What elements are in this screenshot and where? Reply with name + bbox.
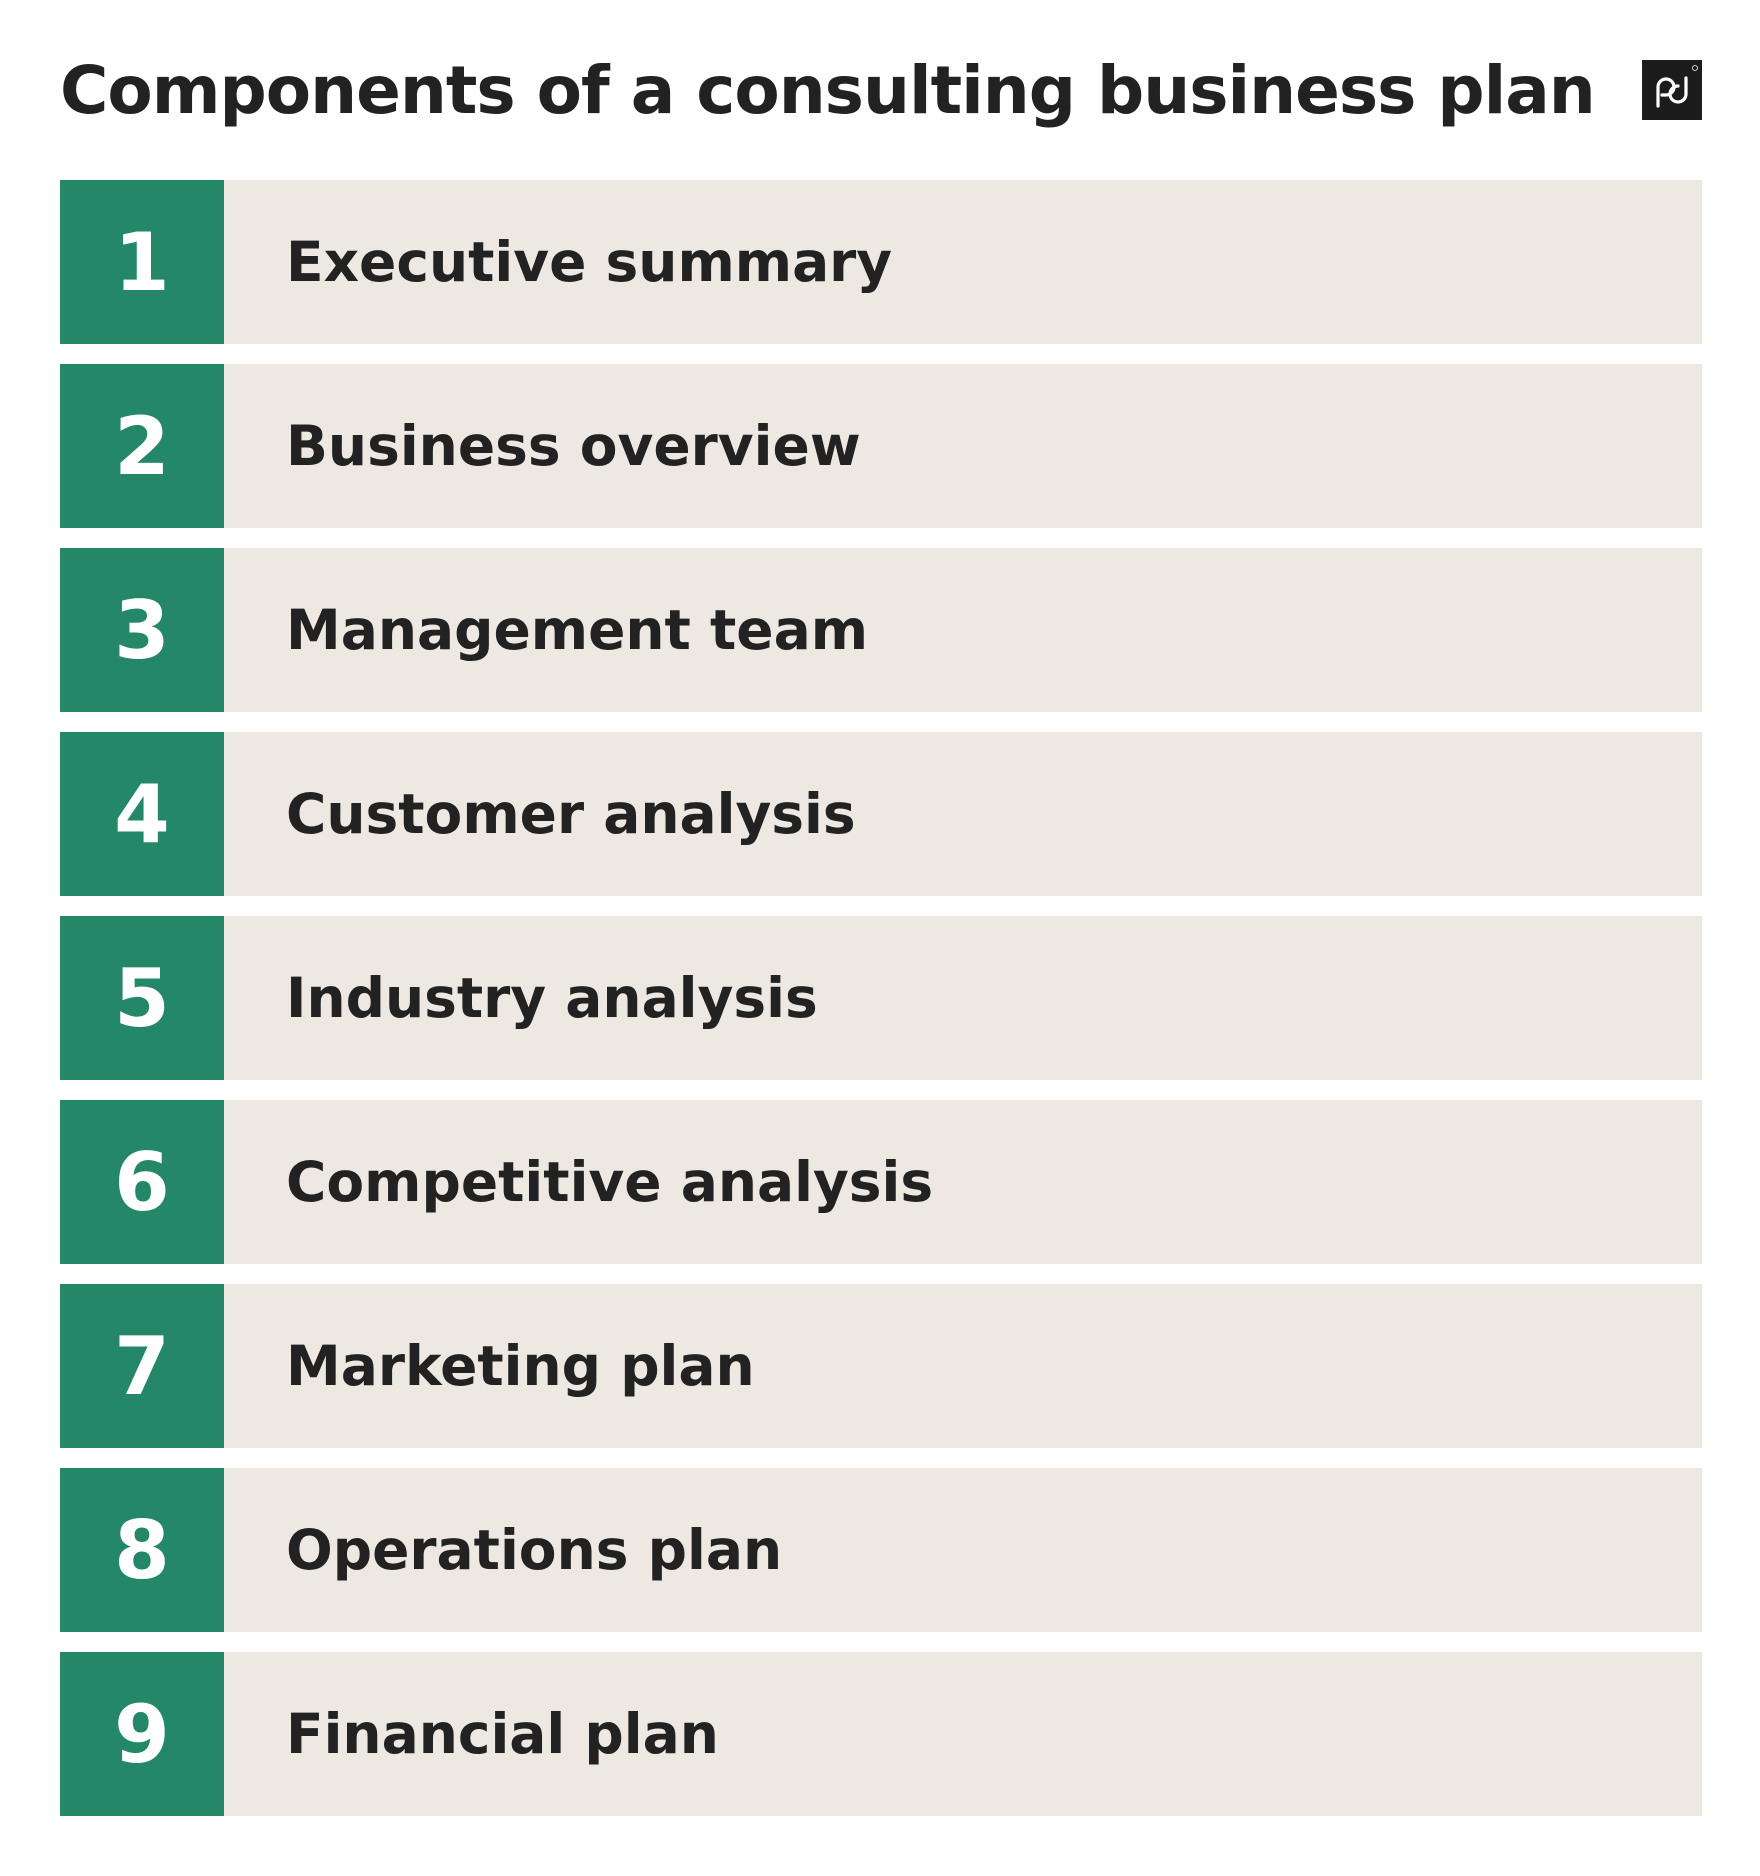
list-item: 6 Competitive analysis xyxy=(60,1100,1702,1264)
item-label-box: Management team xyxy=(224,548,1702,712)
item-number: 7 xyxy=(60,1284,224,1448)
item-label: Financial plan xyxy=(286,1702,719,1766)
item-label: Competitive analysis xyxy=(286,1150,934,1214)
item-label-box: Marketing plan xyxy=(224,1284,1702,1448)
item-label: Executive summary xyxy=(286,230,893,294)
list-item: 1 Executive summary xyxy=(60,180,1702,344)
item-label: Industry analysis xyxy=(286,966,818,1030)
item-label-box: Financial plan xyxy=(224,1652,1702,1816)
item-number: 5 xyxy=(60,916,224,1080)
item-number: 6 xyxy=(60,1100,224,1264)
item-number: 4 xyxy=(60,732,224,896)
item-number: 9 xyxy=(60,1652,224,1816)
item-label-box: Competitive analysis xyxy=(224,1100,1702,1264)
item-number: 1 xyxy=(60,180,224,344)
item-number: 3 xyxy=(60,548,224,712)
item-label: Customer analysis xyxy=(286,782,856,846)
item-number: 8 xyxy=(60,1468,224,1632)
item-label: Operations plan xyxy=(286,1518,783,1582)
list-item: 7 Marketing plan xyxy=(60,1284,1702,1448)
list-item: 2 Business overview xyxy=(60,364,1702,528)
item-label-box: Industry analysis xyxy=(224,916,1702,1080)
page-title: Components of a consulting business plan xyxy=(60,52,1596,129)
item-label-box: Operations plan xyxy=(224,1468,1702,1632)
item-label: Management team xyxy=(286,598,869,662)
item-label: Marketing plan xyxy=(286,1334,755,1398)
components-list: 1 Executive summary 2 Business overview … xyxy=(60,180,1702,1816)
list-item: 5 Industry analysis xyxy=(60,916,1702,1080)
item-label-box: Executive summary xyxy=(224,180,1702,344)
list-item: 3 Management team xyxy=(60,548,1702,712)
list-item: 4 Customer analysis xyxy=(60,732,1702,896)
pd-logo-icon xyxy=(1642,60,1702,120)
list-item: 8 Operations plan xyxy=(60,1468,1702,1632)
item-label-box: Business overview xyxy=(224,364,1702,528)
list-item: 9 Financial plan xyxy=(60,1652,1702,1816)
item-label-box: Customer analysis xyxy=(224,732,1702,896)
item-number: 2 xyxy=(60,364,224,528)
item-label: Business overview xyxy=(286,414,861,478)
